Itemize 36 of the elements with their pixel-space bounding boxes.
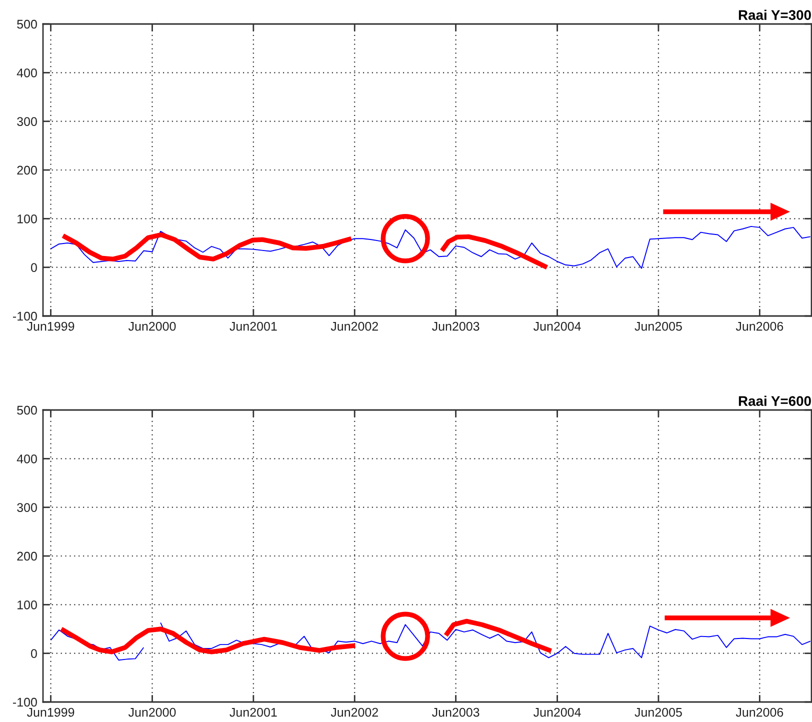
y-tick-label: -100 (12, 312, 37, 321)
x-tick-label: Jun2003 (432, 708, 480, 717)
x-tick-label: Jun2001 (230, 322, 277, 331)
x-tick-label: Jun2005 (634, 708, 682, 717)
line-series (443, 618, 554, 654)
x-tick-label: Jun2004 (533, 322, 581, 331)
y-tick-label: 300 (17, 503, 37, 512)
line-series (50, 226, 811, 269)
line-series (440, 234, 550, 270)
x-tick-label: Jun2002 (330, 322, 378, 331)
y-tick-label: 400 (16, 454, 37, 464)
chart-title: Raai Y=300 (738, 10, 811, 20)
y-tick-label: 300 (17, 117, 37, 126)
y-tick-label: 0 (30, 649, 37, 658)
x-tick-label: Jun1999 (26, 322, 74, 331)
x-tick-label: Jun2000 (128, 708, 176, 717)
x-tick-label: Jun2006 (736, 708, 784, 717)
x-tick-label: Jun1999 (26, 708, 74, 717)
x-tick-label: Jun2002 (330, 708, 378, 717)
y-tick-label: 0 (30, 263, 37, 272)
x-tick-label: Jun2006 (736, 322, 784, 331)
y-tick-label: 400 (16, 68, 37, 78)
x-tick-label: Jun2000 (128, 322, 176, 331)
x-tick-label: Jun2005 (634, 322, 682, 331)
y-tick-label: 500 (17, 406, 37, 415)
y-tick-label: 200 (17, 166, 37, 175)
x-tick-label: Jun2004 (533, 708, 581, 717)
y-tick-label: 100 (18, 214, 37, 224)
y-tick-label: 500 (17, 20, 37, 29)
line-series (60, 232, 354, 262)
chart-title: Raai Y=600 (738, 396, 811, 406)
x-tick-label: Jun2003 (432, 322, 480, 331)
x-tick-label: Jun2001 (230, 708, 277, 717)
y-tick-label: 100 (18, 600, 37, 610)
y-tick-label: 200 (17, 552, 37, 561)
y-tick-label: -100 (12, 698, 37, 707)
